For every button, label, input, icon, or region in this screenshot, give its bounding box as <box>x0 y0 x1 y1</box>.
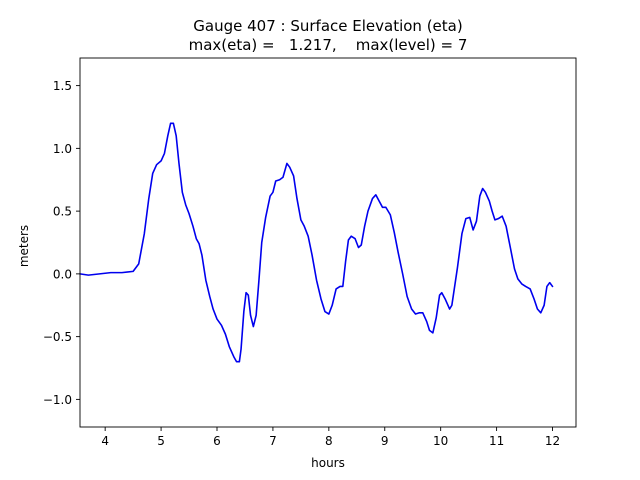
x-axis-label: hours <box>311 456 345 470</box>
y-axis-label: meters <box>17 225 31 267</box>
x-tick-label: 5 <box>157 434 165 448</box>
x-tick-label: 11 <box>489 434 504 448</box>
x-tick-label: 8 <box>325 434 333 448</box>
x-tick-label: 4 <box>101 434 109 448</box>
x-tick-label: 6 <box>213 434 221 448</box>
x-tick-label: 10 <box>433 434 448 448</box>
chart-title-line-2: max(eta) = 1.217, max(level) = 7 <box>189 36 468 54</box>
y-tick-label: 0.5 <box>53 205 72 219</box>
x-tick-label: 12 <box>545 434 560 448</box>
chart-title-line-1: Gauge 407 : Surface Elevation (eta) <box>193 17 462 35</box>
y-tick-label: 1.0 <box>53 142 72 156</box>
y-tick-label: 0.0 <box>53 267 72 281</box>
y-tick-label: −0.5 <box>43 330 72 344</box>
y-tick-label: 1.5 <box>53 79 72 93</box>
series-line-0 <box>79 122 554 363</box>
y-tick-label: −1.0 <box>43 393 72 407</box>
x-tick-label: 7 <box>269 434 277 448</box>
plot-area: 4 5 6 7 8 9 10 11 12 −1.0 −0.5 0.0 0.5 1.0 1.5 <box>43 57 577 448</box>
x-tick-label: 9 <box>381 434 389 448</box>
axes-frame <box>79 57 577 428</box>
